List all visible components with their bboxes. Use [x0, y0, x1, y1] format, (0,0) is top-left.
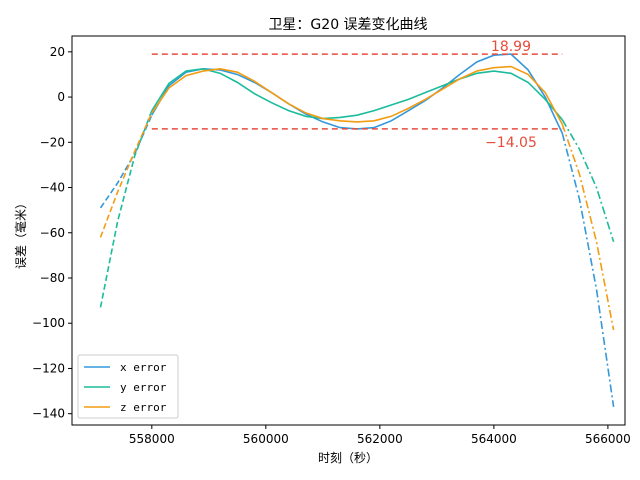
- series-x-error-left-extension: [99, 114, 153, 209]
- legend-box: [77, 354, 179, 419]
- y-tick-label: 0: [57, 90, 65, 104]
- x-tick-label: 562000: [357, 432, 403, 446]
- y-tick-label: −40: [40, 181, 65, 195]
- x-tick-label: 560000: [243, 432, 289, 446]
- x-tick-label: 564000: [471, 432, 517, 446]
- y-tick-label: 20: [50, 45, 65, 59]
- y-tick-label: −20: [40, 135, 65, 149]
- y-tick-label: −80: [40, 271, 65, 285]
- reference-label: 18.99: [491, 39, 531, 55]
- plot-frame: [71, 35, 626, 426]
- y-tick-label: −100: [32, 316, 65, 330]
- chart-title: 卫星：G20 误差变化曲线: [268, 17, 427, 33]
- series-x-error-right-extension: [561, 133, 615, 408]
- series-y-error-right-extension: [561, 119, 615, 243]
- x-axis-title: 时刻（秒）: [318, 451, 378, 465]
- y-tick-label: −60: [40, 226, 65, 240]
- x-tick-label: 566000: [585, 432, 631, 446]
- series-z-error-line: [151, 65, 563, 125]
- series-y-error-left-extension: [99, 110, 153, 308]
- y-tick-label: −140: [32, 407, 65, 421]
- series-z-error-left-extension: [99, 112, 153, 238]
- legend: x error y error z error: [77, 354, 179, 419]
- legend-label: y error: [120, 381, 167, 394]
- x-tick-label: 558000: [129, 432, 175, 446]
- legend-label: z error: [120, 401, 167, 414]
- y-axis-title: 误差（毫米）: [13, 197, 28, 269]
- y-axis: −140 −120 −100 −80 −60 −40 −20 0 20: [32, 45, 72, 421]
- series-y-error-line: [151, 67, 563, 121]
- plot-area: 18.99 −14.05: [99, 39, 615, 408]
- y-tick-label: −120: [32, 361, 65, 375]
- series-z-error-right-extension: [561, 123, 615, 331]
- legend-label: x error: [120, 361, 167, 374]
- reference-label: −14.05: [485, 135, 537, 151]
- x-axis: 558000 560000 562000 564000 566000: [129, 425, 631, 446]
